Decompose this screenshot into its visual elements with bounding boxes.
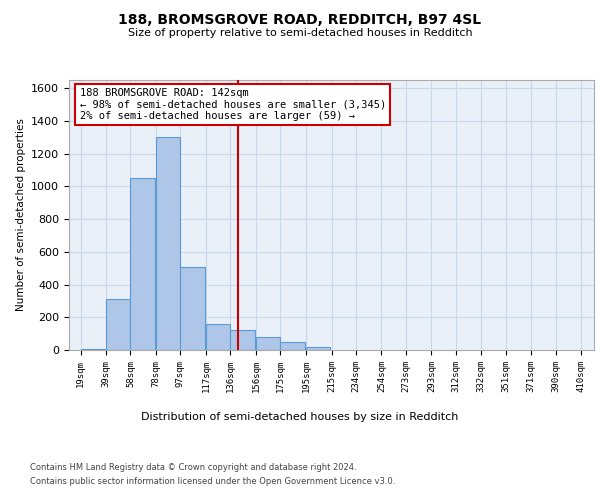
Bar bbox=[156, 138, 181, 350]
Text: 188, BROMSGROVE ROAD, REDDITCH, B97 4SL: 188, BROMSGROVE ROAD, REDDITCH, B97 4SL bbox=[118, 12, 482, 26]
Bar bbox=[181, 266, 205, 350]
Bar bbox=[306, 346, 330, 350]
Bar bbox=[80, 349, 105, 350]
Bar bbox=[280, 342, 305, 350]
Text: Contains HM Land Registry data © Crown copyright and database right 2024.: Contains HM Land Registry data © Crown c… bbox=[30, 462, 356, 471]
Bar bbox=[256, 337, 280, 350]
Text: 188 BROMSGROVE ROAD: 142sqm
← 98% of semi-detached houses are smaller (3,345)
2%: 188 BROMSGROVE ROAD: 142sqm ← 98% of sem… bbox=[79, 88, 386, 122]
Bar bbox=[130, 178, 155, 350]
Bar bbox=[106, 300, 130, 350]
Bar bbox=[206, 324, 230, 350]
Bar bbox=[230, 330, 254, 350]
Text: Distribution of semi-detached houses by size in Redditch: Distribution of semi-detached houses by … bbox=[142, 412, 458, 422]
Y-axis label: Number of semi-detached properties: Number of semi-detached properties bbox=[16, 118, 26, 312]
Text: Size of property relative to semi-detached houses in Redditch: Size of property relative to semi-detach… bbox=[128, 28, 472, 38]
Text: Contains public sector information licensed under the Open Government Licence v3: Contains public sector information licen… bbox=[30, 478, 395, 486]
